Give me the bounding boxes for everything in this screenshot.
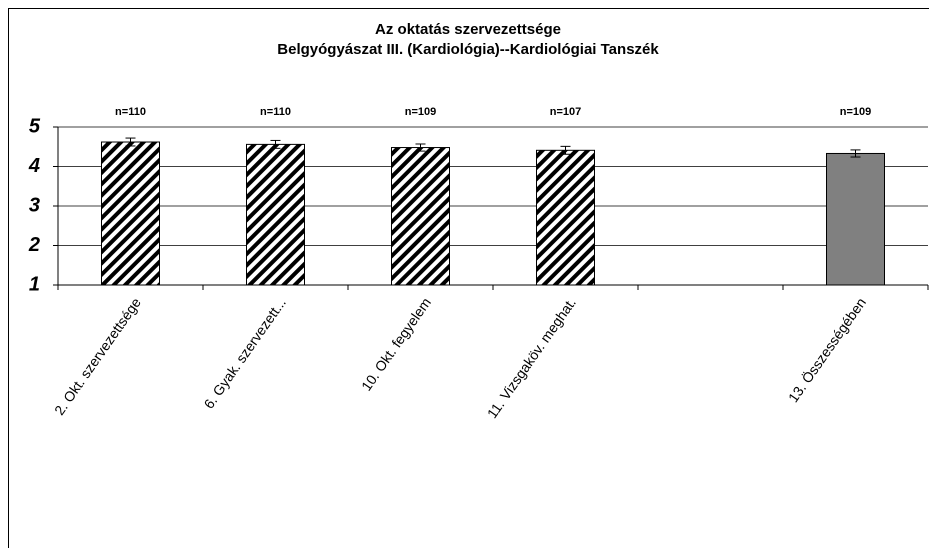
y-tick-label: 1 [29, 273, 40, 295]
bar [826, 152, 885, 286]
y-tick-label: 5 [29, 115, 41, 137]
bar [101, 141, 160, 286]
y-tick-label: 3 [29, 194, 40, 216]
annotation: n=110 [115, 106, 146, 118]
annotation: n=110 [260, 106, 291, 118]
y-tick-label: 2 [28, 234, 40, 256]
y-tick-label: 4 [28, 155, 40, 177]
chart-title: Az oktatás szervezettsége [375, 21, 561, 38]
bar [246, 143, 305, 286]
chart-border [8, 8, 929, 548]
annotation: n=109 [405, 106, 437, 118]
chart-subtitle: Belgyógyászat III. (Kardiológia)--Kardio… [277, 41, 659, 58]
bar [391, 147, 450, 286]
bar [536, 149, 595, 286]
annotation: n=107 [550, 106, 582, 118]
annotation: n=109 [840, 106, 872, 118]
